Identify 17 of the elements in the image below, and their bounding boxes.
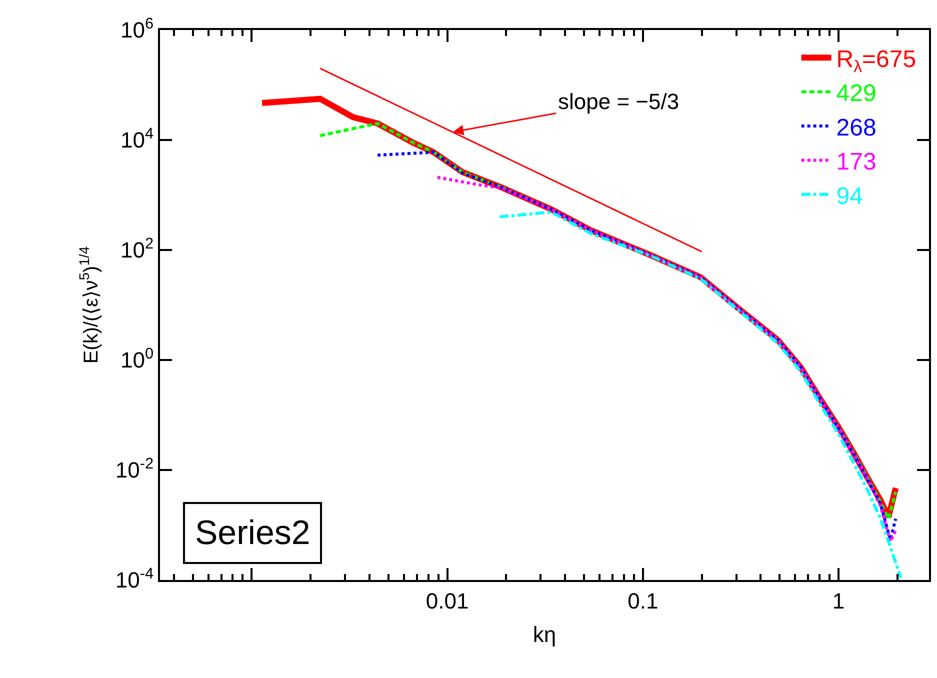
legend-label: 94 [836, 182, 864, 210]
legend-label: 429 [836, 80, 876, 108]
x-tick-label: 1 [832, 588, 845, 614]
y-tick-label: 10$^{-2}$ [115, 455, 154, 483]
x-tick-label: 0.1 [628, 588, 658, 614]
y-tick-label: 10$^{-4}$ [115, 565, 154, 593]
x-axis-title: kη [532, 622, 556, 647]
x-tick-label: 0.01 [426, 588, 469, 614]
legend-label: 268 [836, 114, 876, 142]
y-tick-label: 10$^{2}$ [120, 235, 154, 263]
annotation: slope = −5/3 [558, 89, 680, 114]
annotation: Series2 [195, 514, 310, 552]
y-tick-label: 10$^{4}$ [120, 125, 154, 153]
y-tick-label: 10$^{0}$ [120, 345, 154, 373]
legend-label: R$_{λ}$=675 [836, 46, 916, 76]
legend-label: 173 [836, 148, 876, 176]
y-tick-label: 10$^{6}$ [120, 15, 154, 43]
